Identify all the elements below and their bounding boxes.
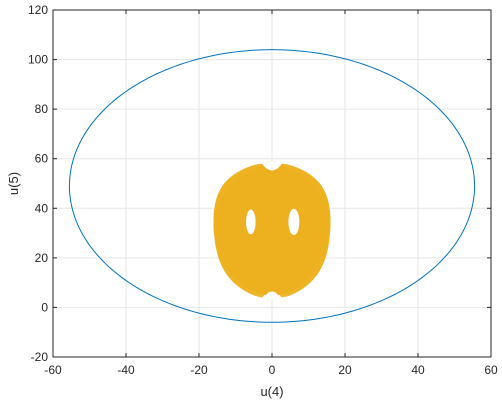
y-tick-label: 100: [28, 53, 48, 67]
y-tick-label: 120: [28, 3, 48, 17]
attractor-bottom-notch: [262, 291, 282, 299]
attractor-body: [213, 165, 331, 296]
x-tick-label: 20: [338, 363, 352, 377]
y-tick-label: 40: [35, 201, 49, 215]
plot-clip-group: [68, 49, 476, 323]
attractor-hole: [246, 209, 256, 235]
attractor-hole: [288, 208, 300, 236]
x-tick-label: 60: [484, 363, 498, 377]
x-tick-label: -40: [117, 363, 135, 377]
x-axis-label: u(4): [260, 384, 283, 399]
series-limit-cycle: [68, 49, 476, 323]
grid: [52, 9, 492, 358]
y-tick-label: 60: [35, 152, 49, 166]
tick-labels: -60 -40 -20 0 20 40 60 -20 0 20 40 60 80 100 120: [28, 3, 498, 377]
y-tick-label: -20: [31, 350, 49, 364]
x-tick-label: -20: [190, 363, 208, 377]
plot-area: [68, 49, 476, 323]
x-tick-label: 40: [411, 363, 425, 377]
axes: [52, 9, 492, 358]
y-tick-label: 80: [35, 102, 49, 116]
y-tick-label: 0: [41, 300, 48, 314]
y-axis-label: u(5): [6, 172, 21, 195]
x-tick-label: -60: [44, 363, 62, 377]
series-attractor: [213, 162, 331, 299]
attractor-top-notch: [261, 162, 283, 171]
y-tick-label: 20: [35, 251, 49, 265]
x-tick-label: 0: [269, 363, 276, 377]
